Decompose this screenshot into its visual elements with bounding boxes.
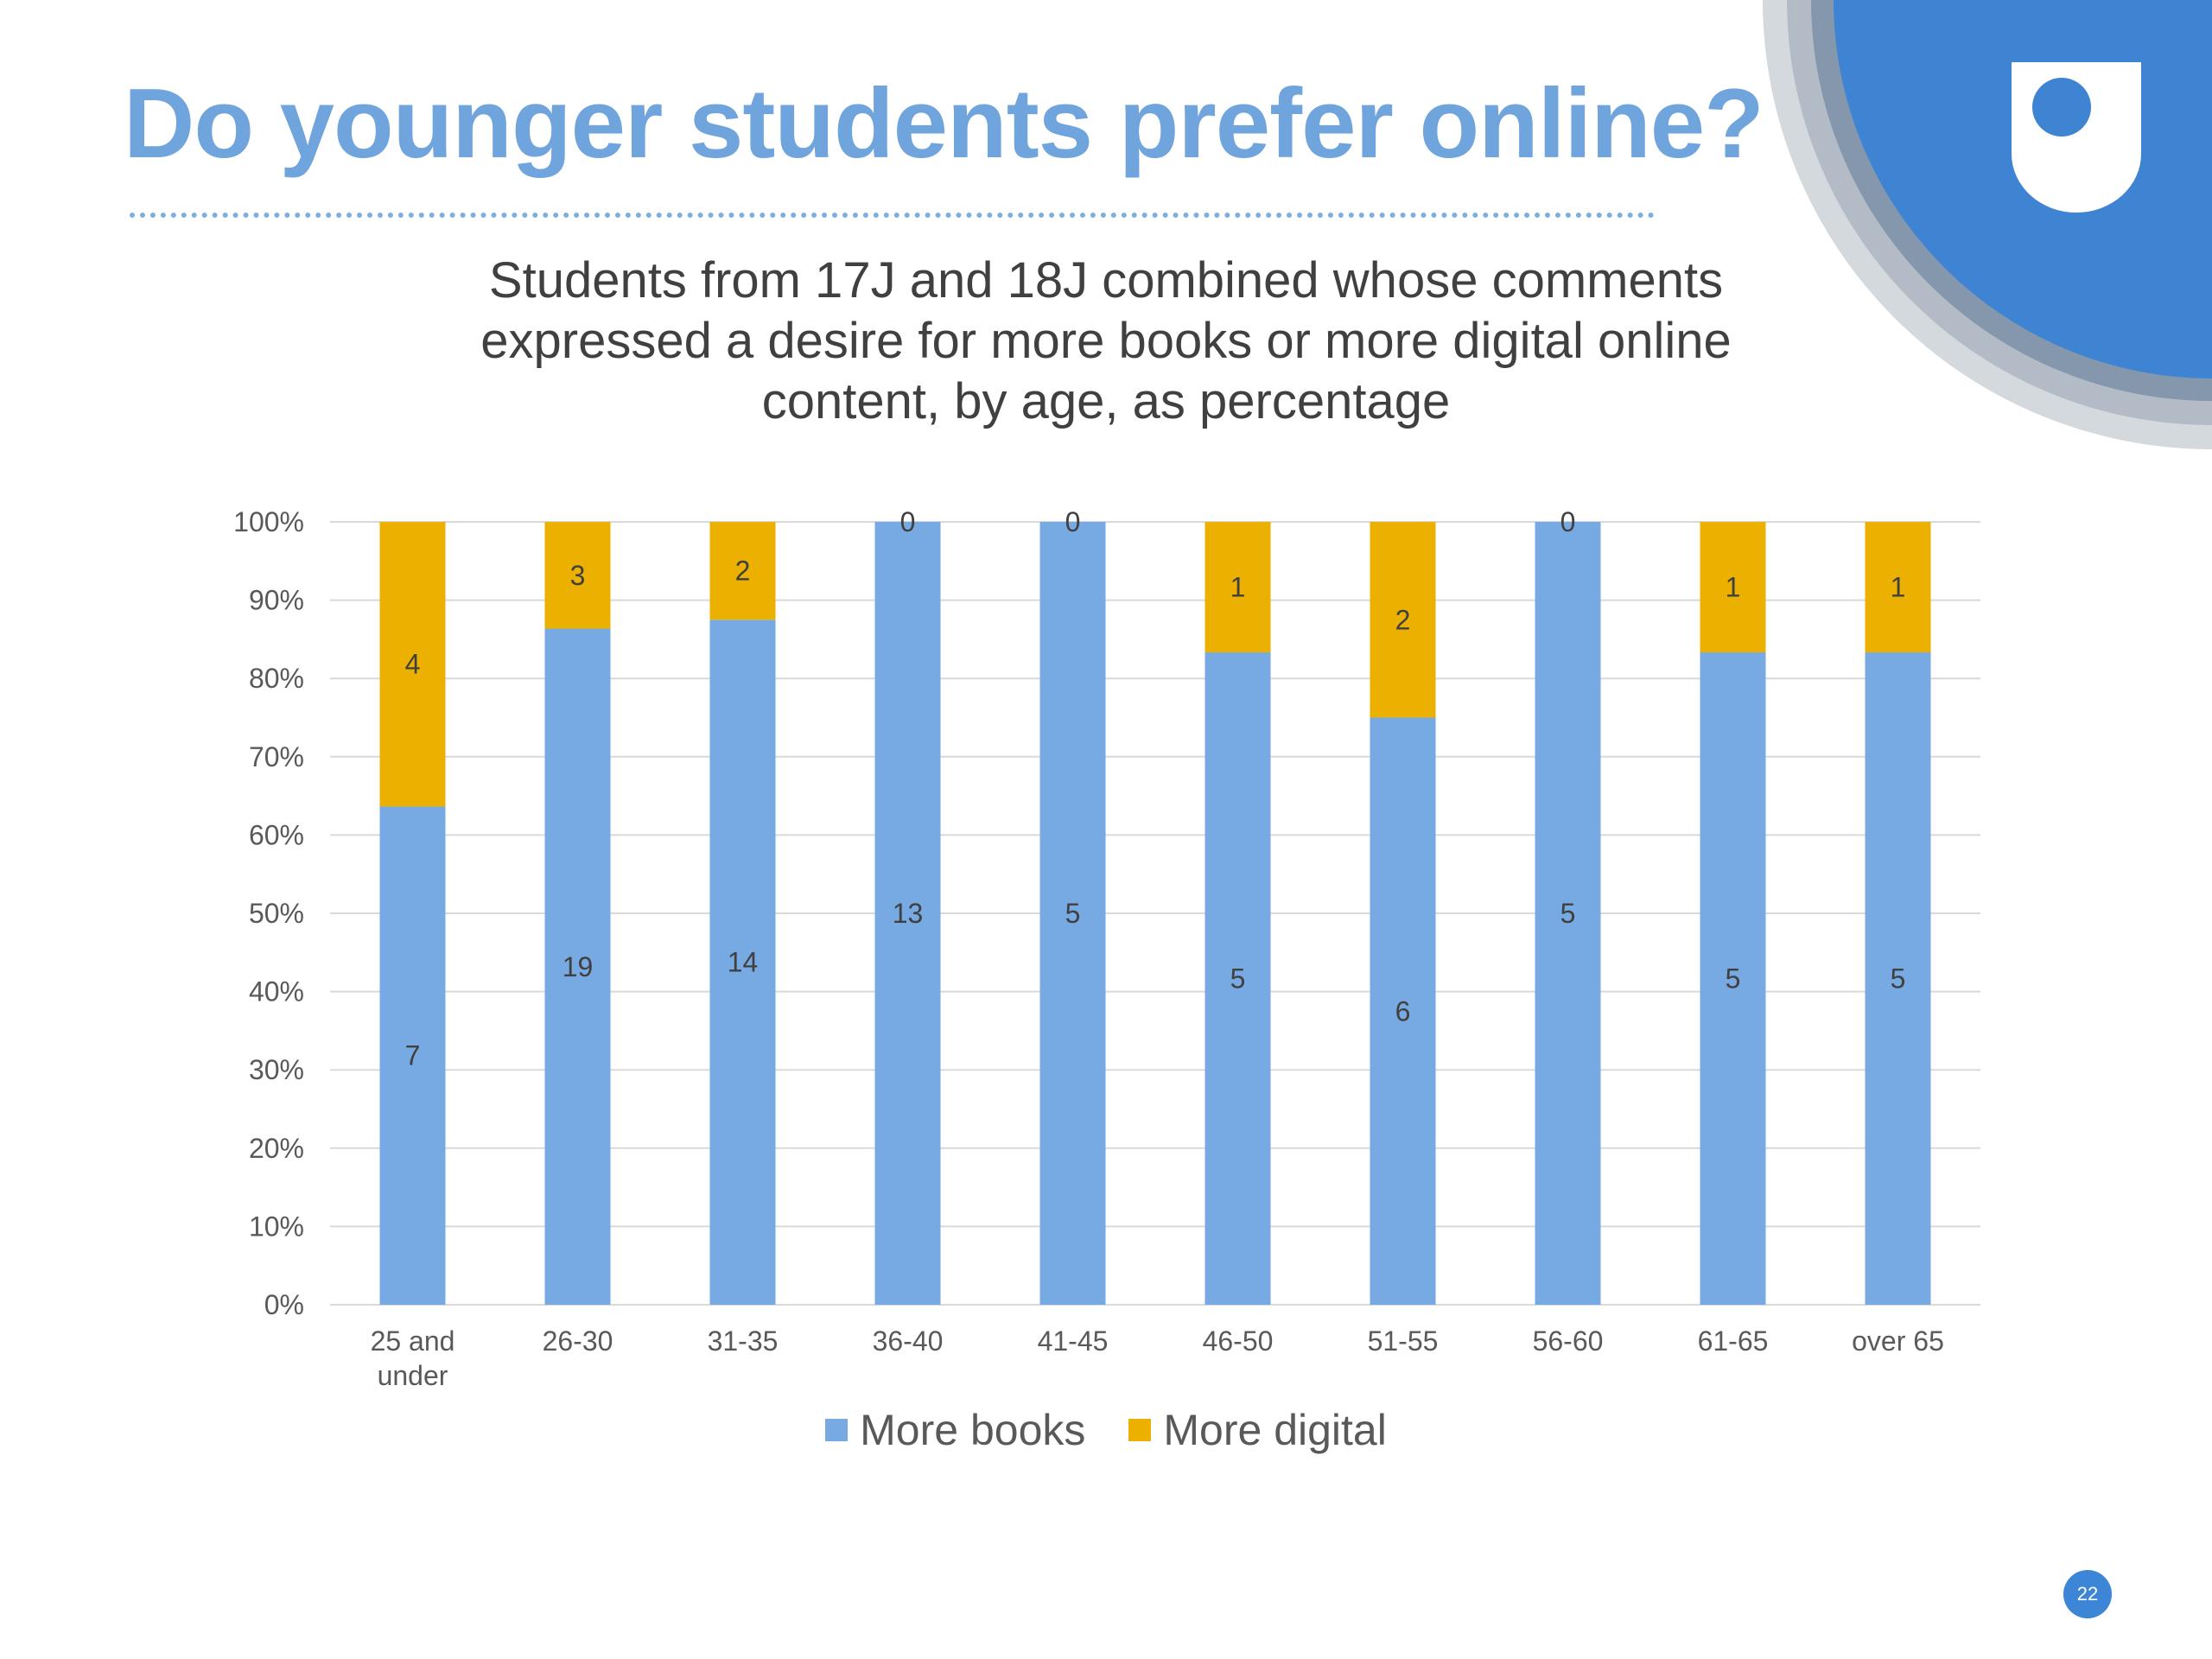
data-label: 1 [1891,572,1906,603]
x-tick-label: 36-40 [873,1325,944,1357]
y-tick-label: 90% [249,585,304,616]
slide-title: Do younger students prefer online? [124,69,1764,179]
data-label: 5 [1726,963,1741,995]
data-label: 2 [1395,604,1411,635]
data-label: 3 [570,560,586,591]
open-university-shield-icon [2012,62,2141,213]
legend-label-digital: More digital [1163,1406,1387,1454]
bar-segment-books [709,620,776,1305]
x-tick-label: 61-65 [1698,1325,1769,1357]
x-tick-label: 51-55 [1368,1325,1439,1357]
bar-segment-digital [544,522,611,629]
y-tick-label: 10% [249,1211,304,1242]
legend-label-books: More books [860,1406,1086,1454]
data-label: 14 [728,947,759,978]
y-tick-label: 40% [249,976,304,1007]
bar-segment-books [1205,652,1271,1305]
data-label: 5 [1891,963,1906,995]
bar-segment-books [1535,522,1601,1305]
data-label: 1 [1230,572,1246,603]
bar-segment-books [874,522,941,1305]
x-tick-label: 25 and [371,1325,455,1357]
page-number-badge: 22 [2063,1570,2112,1618]
data-label: 5 [1065,898,1081,929]
bar-segment-books [1865,652,1931,1305]
data-label: 4 [405,649,421,680]
legend-item-books: More books [825,1405,1085,1455]
x-tick-label: 31-35 [708,1325,779,1357]
bar-segment-digital [379,522,446,807]
y-tick-label: 50% [249,898,304,929]
y-tick-label: 60% [249,819,304,850]
data-label: 0 [1560,506,1576,537]
bar-segment-books [1039,522,1106,1305]
legend-item-digital: More digital [1128,1405,1387,1455]
x-tick-label: 26-30 [543,1325,613,1357]
x-tick-label: 41-45 [1038,1325,1109,1357]
data-label: 7 [405,1040,421,1071]
y-tick-label: 80% [249,663,304,694]
y-tick-label: 70% [249,741,304,772]
legend-swatch-books [825,1419,849,1441]
data-label: 0 [900,506,916,537]
data-label: 2 [735,556,751,587]
title-divider [130,213,1655,218]
x-tick-label: 56-60 [1533,1325,1604,1357]
x-tick-label: under [378,1360,448,1391]
legend-swatch-digital [1128,1419,1152,1441]
stacked-bar-chart: 0% 10% 20% 30% 40% 50% 60% 70% 80% 90% 100% 7 4 25 an… [233,506,1980,1391]
chart-title-line: Students from 17J and 18J combined whose… [488,252,1724,308]
bar-segment-digital [1205,522,1271,652]
data-label: 6 [1395,995,1411,1027]
chart-title: Students from 17J and 18J combined whose… [415,251,1797,432]
bar-segment-books [1370,717,1436,1305]
data-label: 0 [1065,506,1081,537]
bar-segment-books [1700,652,1766,1305]
chart-title-line: content, by age, as percentage [761,373,1451,429]
bar-segment-digital [1865,522,1931,652]
y-tick-label: 100% [233,506,304,537]
data-label: 13 [893,898,924,929]
bar-segment-digital [709,522,776,620]
bar-segment-books [379,806,446,1305]
y-tick-label: 20% [249,1133,304,1164]
data-label: 5 [1560,898,1576,929]
y-tick-label: 30% [249,1054,304,1085]
bar-segment-digital [1700,522,1766,652]
data-label: 5 [1230,963,1246,995]
bar-segment-digital [1370,522,1436,718]
corner-decoration [1763,0,2212,449]
x-tick-label: 46-50 [1203,1325,1274,1357]
chart-legend: More books More digital [0,1405,2212,1455]
bar-segment-books [544,628,611,1305]
y-tick-label: 0% [264,1289,304,1320]
data-label: 19 [563,951,594,982]
chart-title-line: expressed a desire for more books or mor… [480,313,1732,369]
x-tick-label: over 65 [1852,1325,1944,1357]
data-label: 1 [1726,572,1741,603]
